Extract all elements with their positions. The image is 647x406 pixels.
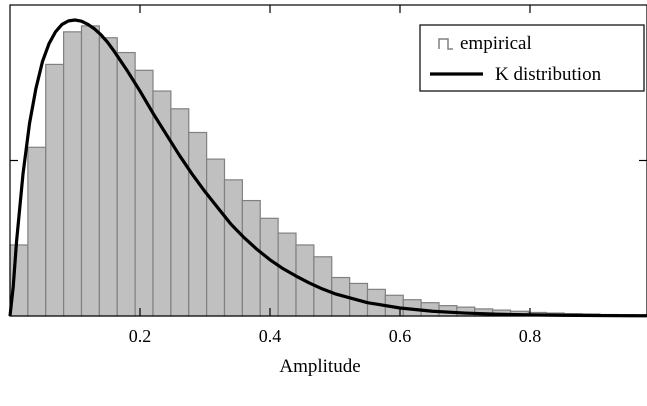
histogram-bar: [188, 131, 208, 317]
histogram-bar: [27, 146, 47, 317]
axis-ticks: [10, 5, 647, 316]
x-axis-label: Amplitude: [279, 356, 360, 377]
legend-empirical-label: empirical: [460, 33, 532, 54]
x-tick-label: 0.4: [259, 326, 282, 346]
legend-box: [419, 24, 645, 92]
histogram-bar: [116, 51, 136, 317]
x-tick-labels: 0.2 0.4 0.6 0.8: [129, 326, 542, 346]
histogram-bar: [241, 199, 261, 317]
x-tick-label: 0.6: [389, 326, 412, 346]
x-tick-label: 0.8: [519, 326, 542, 346]
histogram-bars: [9, 25, 647, 317]
legend: empirical K distribution: [419, 24, 645, 92]
histogram-bar: [223, 179, 243, 317]
histogram-bar: [259, 217, 279, 317]
histogram-bar: [98, 37, 118, 317]
histogram-bar: [170, 108, 190, 317]
k-distribution-line: [8, 18, 647, 318]
legend-empirical-swatch: [438, 38, 453, 50]
histogram-bar: [206, 158, 226, 317]
x-tick-label: 0.2: [129, 326, 152, 346]
histogram-bar: [63, 31, 83, 317]
histogram-bar: [80, 25, 100, 317]
histogram-bar: [45, 63, 65, 317]
legend-k-distribution-label: K distribution: [495, 64, 602, 85]
